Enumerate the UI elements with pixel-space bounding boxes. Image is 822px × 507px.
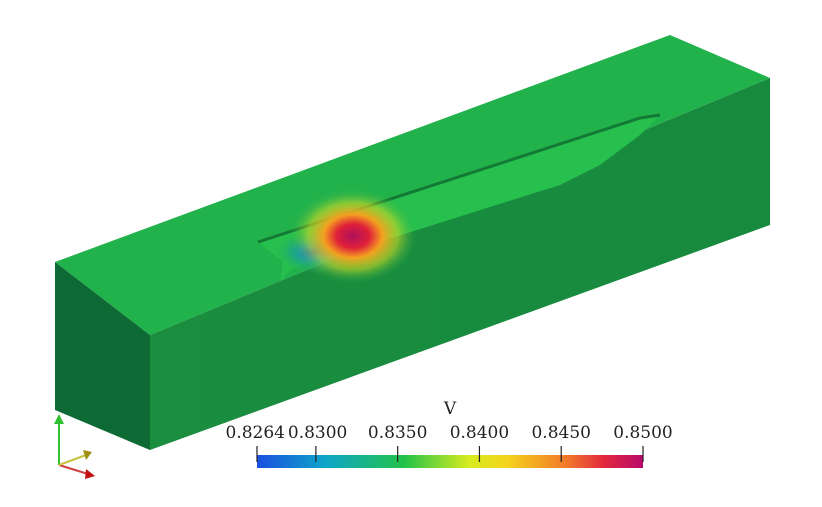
hot-spot [288,188,418,284]
y-arrow-head [54,414,64,424]
z-arrow-head [83,450,92,460]
colorbar: V 0.8264 0.8300 0.8350 0.8400 0.8450 0.8500 [226,399,673,468]
top-face [55,35,770,335]
tick-label: 0.8450 [531,423,590,443]
tick-label: 0.8400 [450,423,509,443]
colorbar-title: V [443,399,457,419]
domain-box [55,35,770,450]
tick-label: 0.8300 [288,423,347,443]
tick-label: 0.8350 [368,423,427,443]
end-face [55,262,150,450]
axes-triad [54,414,95,479]
tick-label: 0.8500 [613,423,672,443]
colorbar-ramp [257,455,643,468]
z-axis-arrow [58,454,87,466]
tick-label: 0.8264 [226,423,285,443]
x-arrow-head [85,469,95,479]
side-face [150,78,770,450]
x-axis-arrow [58,464,89,475]
